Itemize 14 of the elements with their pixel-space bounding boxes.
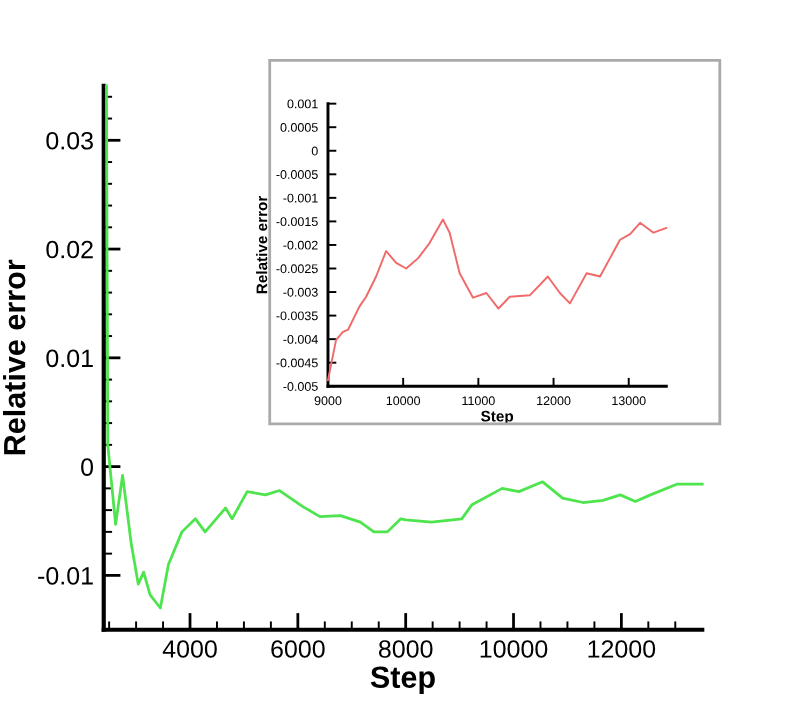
y-tick-label: -0.01 [38, 566, 93, 585]
line-series [105, 84, 704, 610]
x-tick-label: 8000 [378, 640, 433, 658]
y-tick-label: 0.02 [46, 240, 93, 259]
y-tick-label: 0.01 [46, 349, 93, 368]
y-tick-label: 0 [81, 458, 94, 476]
x-axis-title: Step [370, 666, 435, 695]
x-tick-label: 12000 [588, 640, 656, 658]
line-series [327, 218, 668, 382]
x-tick-label: 4000 [162, 640, 217, 658]
y-tick-label: 0.03 [46, 131, 93, 150]
x-tick-label: 6000 [271, 640, 325, 658]
x-tick-label: 10000 [480, 640, 548, 658]
y-axis-title: Relative error [3, 259, 26, 455]
